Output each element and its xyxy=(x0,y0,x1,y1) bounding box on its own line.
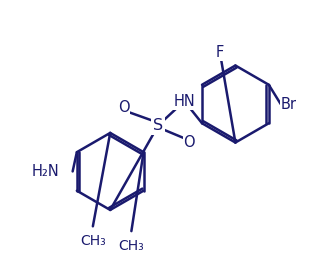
Text: CH₃: CH₃ xyxy=(80,234,106,248)
Text: O: O xyxy=(118,100,130,115)
Text: Br: Br xyxy=(281,97,297,112)
Text: S: S xyxy=(153,118,163,133)
Text: O: O xyxy=(183,135,195,150)
Text: HN: HN xyxy=(174,94,195,109)
Text: CH₃: CH₃ xyxy=(119,239,144,253)
Text: H₂N: H₂N xyxy=(31,164,59,179)
Text: F: F xyxy=(216,45,224,60)
